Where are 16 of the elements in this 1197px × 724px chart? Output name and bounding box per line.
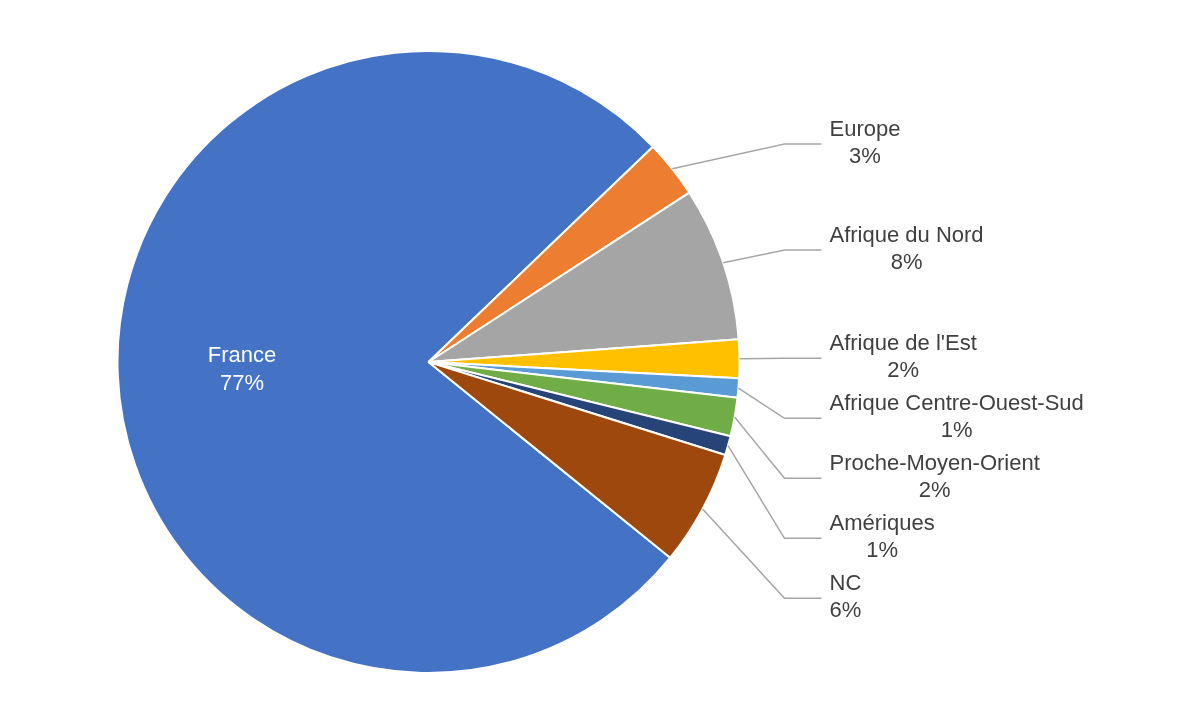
slice-label: NC bbox=[829, 570, 862, 596]
data-label: 6% bbox=[829, 597, 862, 623]
slice-label: Europe bbox=[829, 116, 901, 142]
data-label: 2% bbox=[918, 477, 951, 503]
slice-label: Afrique de l'Est bbox=[829, 330, 977, 356]
data-label: 3% bbox=[849, 143, 881, 169]
slice-label: Amériques bbox=[829, 510, 935, 536]
data-label: 1% bbox=[940, 417, 973, 443]
data-label: 8% bbox=[890, 249, 923, 275]
slice-label: France bbox=[207, 341, 277, 367]
slice-label: Afrique du Nord bbox=[829, 222, 984, 248]
data-label: 77% bbox=[220, 369, 265, 395]
slice-label: Afrique Centre-Ouest-Sud bbox=[829, 390, 1084, 416]
data-label: 2% bbox=[887, 357, 920, 383]
slice-label: Proche-Moyen-Orient bbox=[829, 450, 1040, 476]
data-label: 1% bbox=[866, 537, 898, 563]
